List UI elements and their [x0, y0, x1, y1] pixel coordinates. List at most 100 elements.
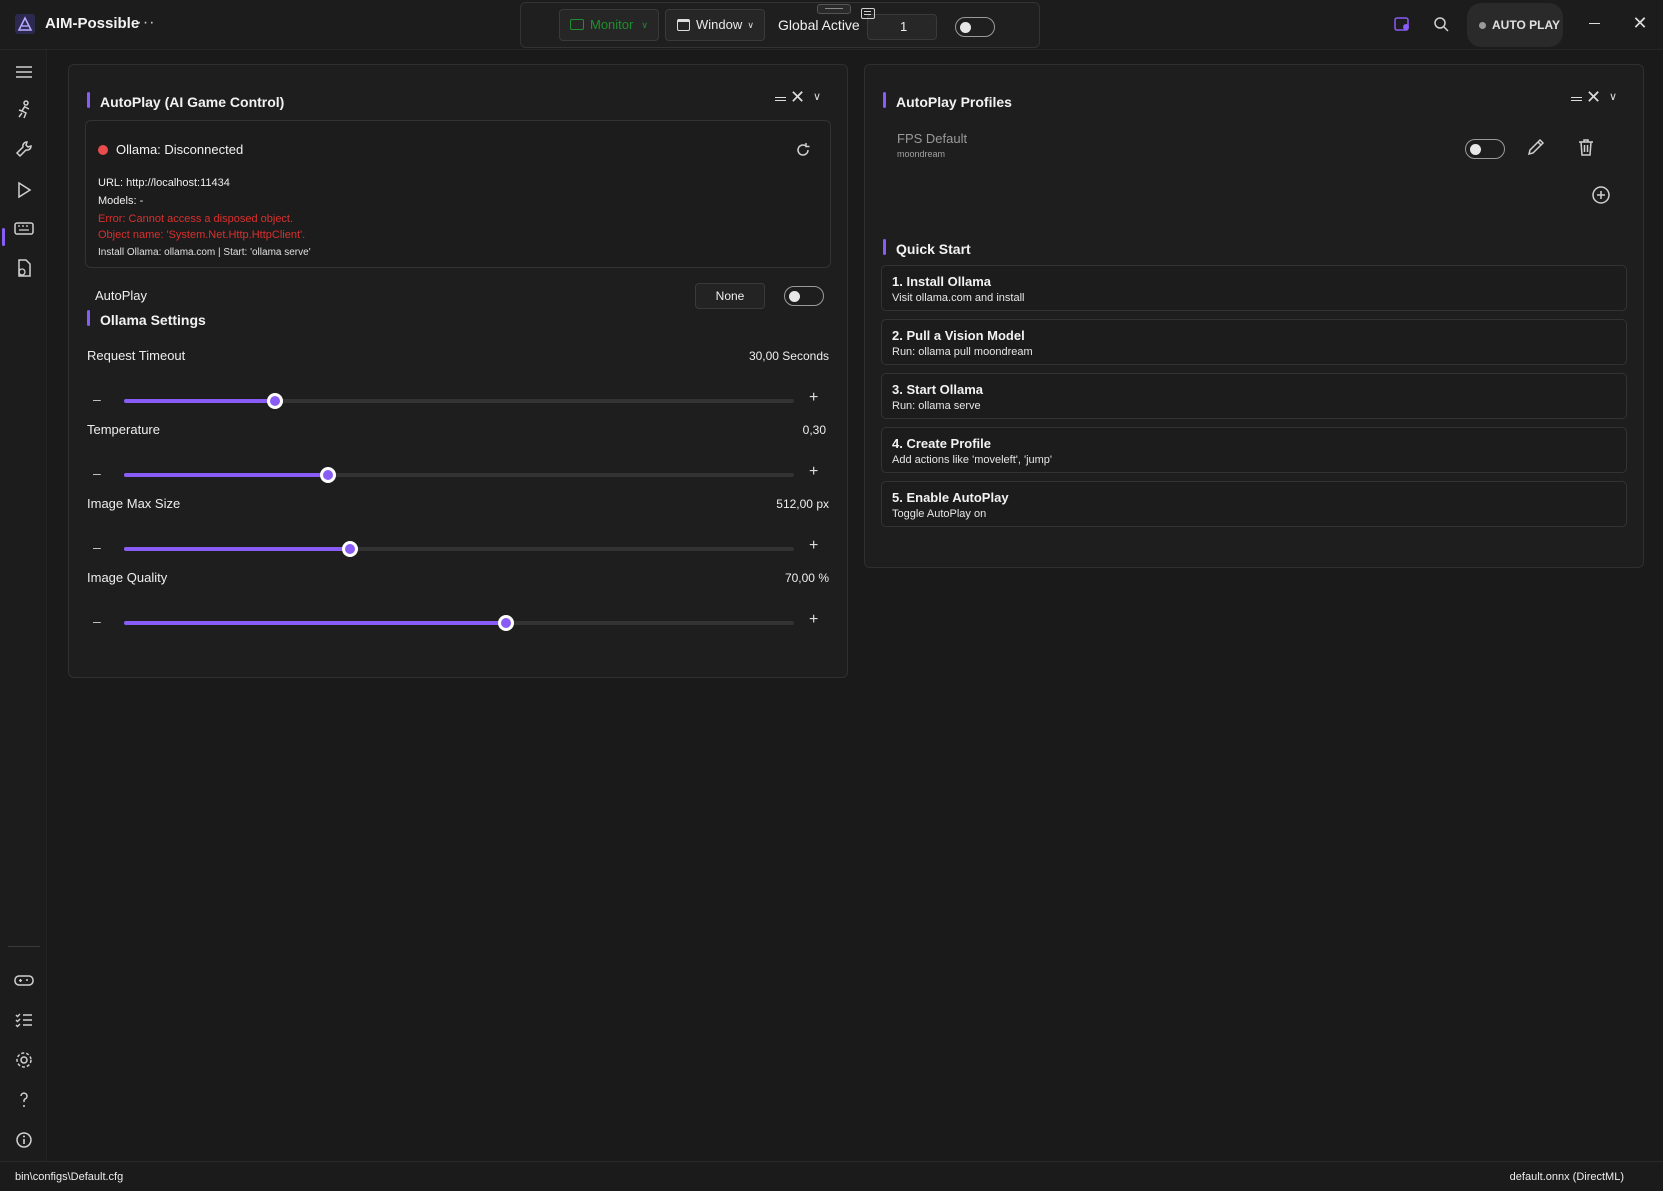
quick-start-step: 5. Enable AutoPlay Toggle AutoPlay on — [881, 481, 1627, 527]
temperature-slider[interactable] — [124, 467, 794, 483]
quick-start-step: 4. Create Profile Add actions like 'move… — [881, 427, 1627, 473]
quick-start-step: 3. Start Ollama Run: ollama serve — [881, 373, 1627, 419]
document-sync-icon[interactable] — [12, 256, 36, 280]
autoplay-status-button[interactable]: AUTO PLAY — [1467, 3, 1563, 47]
slider-fill — [124, 547, 350, 551]
step-title: 1. Install Ollama — [892, 274, 991, 289]
quick-start-step: 2. Pull a Vision Model Run: ollama pull … — [881, 319, 1627, 365]
profile-enable-toggle[interactable] — [1465, 139, 1505, 159]
autoplay-panel-title: AutoPlay (AI Game Control) — [100, 94, 285, 110]
app-title: AIM-Possible — [45, 15, 140, 32]
slider-thumb[interactable] — [497, 615, 514, 631]
monitor-icon — [570, 19, 584, 30]
step-title: 4. Create Profile — [892, 436, 991, 451]
autoplay-label: AutoPlay — [95, 288, 148, 303]
checklist-icon[interactable] — [12, 1008, 36, 1032]
close-panel-icon[interactable]: ✕ — [790, 87, 806, 107]
menu-icon[interactable] — [12, 60, 36, 84]
search-icon[interactable] — [1430, 13, 1452, 35]
gear-icon[interactable] — [12, 1048, 36, 1072]
global-active-hotkey-field[interactable]: 1 — [867, 14, 937, 40]
install-hint: Install Ollama: ollama.com | Start: 'oll… — [98, 247, 311, 258]
sidebar-divider — [8, 946, 40, 947]
refresh-icon[interactable] — [794, 141, 812, 159]
collapse-chevron-icon[interactable]: ∨ — [1609, 91, 1618, 103]
request-timeout-slider[interactable] — [124, 393, 794, 409]
add-profile-icon[interactable] — [1590, 184, 1612, 206]
slider-label: Image Max Size — [87, 496, 181, 511]
window-label: Window — [696, 17, 743, 32]
running-figure-icon[interactable] — [12, 98, 36, 122]
ollama-models: Models: - — [98, 195, 144, 207]
title-bar: AIM-Possible ··· Monitor ∨ Window ∨ Glob… — [0, 0, 1663, 50]
slider-thumb[interactable] — [266, 393, 283, 409]
capture-toolbar: Monitor ∨ Window ∨ Global Active 1 — [520, 2, 1040, 48]
step-title: 5. Enable AutoPlay — [892, 490, 1009, 505]
autoplay-toggle[interactable] — [784, 286, 824, 306]
slider-label: Temperature — [87, 422, 160, 437]
drag-handle-icon[interactable] — [775, 97, 786, 101]
gamepad-icon[interactable] — [12, 968, 36, 992]
status-dot-icon — [1479, 22, 1486, 29]
play-icon[interactable] — [12, 178, 36, 202]
slider-thumb[interactable] — [341, 541, 358, 557]
step-desc: Add actions like 'moveleft', 'jump' — [892, 454, 1053, 466]
profile-switch-icon[interactable] — [1391, 13, 1413, 35]
profile-name[interactable]: FPS Default — [897, 131, 968, 146]
quick-start-step: 1. Install Ollama Visit ollama.com and i… — [881, 265, 1627, 311]
profiles-panel-title: AutoPlay Profiles — [896, 94, 1012, 110]
decrement-button[interactable]: – — [93, 613, 101, 629]
monitor-label: Monitor — [590, 17, 634, 32]
drag-handle-icon[interactable] — [817, 4, 851, 14]
keyboard-icon[interactable] — [12, 216, 36, 240]
minimize-button[interactable] — [1583, 11, 1607, 35]
config-path: bin\configs\Default.cfg — [15, 1171, 124, 1183]
increment-button[interactable]: + — [809, 611, 819, 628]
decrement-button[interactable]: – — [93, 465, 101, 481]
autoplay-profile-select[interactable]: None — [695, 283, 765, 309]
chevron-down-icon: ∨ — [747, 20, 754, 30]
panel-controls: ✕ ∨ — [775, 87, 831, 107]
model-info: default.onnx (DirectML) — [1509, 1171, 1624, 1183]
edit-profile-icon[interactable] — [1525, 136, 1547, 158]
autoplay-panel: AutoPlay (AI Game Control) ✕ ∨ Ollama: D… — [68, 64, 848, 678]
section-accent — [883, 92, 886, 108]
image-quality-slider[interactable] — [124, 615, 794, 631]
increment-button[interactable]: + — [809, 537, 819, 554]
global-active-toggle[interactable] — [955, 17, 995, 37]
step-title: 3. Start Ollama — [892, 382, 984, 397]
increment-button[interactable]: + — [809, 389, 819, 406]
info-icon[interactable] — [12, 1128, 36, 1152]
global-active-label: Global Active — [778, 17, 860, 33]
drag-handle-icon[interactable] — [1571, 97, 1582, 101]
panel-controls: ✕ ∨ — [1571, 87, 1627, 107]
ollama-status-card: Ollama: Disconnected URL: http://localho… — [85, 120, 831, 268]
close-panel-icon[interactable]: ✕ — [1586, 87, 1602, 107]
status-bar: bin\configs\Default.cfg default.onnx (Di… — [0, 1161, 1663, 1191]
step-desc: Run: ollama serve — [892, 400, 981, 412]
increment-button[interactable]: + — [809, 463, 819, 480]
autoplay-profiles-panel: AutoPlay Profiles ✕ ∨ FPS Default moondr… — [864, 64, 1644, 568]
decrement-button[interactable]: – — [93, 391, 101, 407]
wrench-icon[interactable] — [12, 138, 36, 162]
image-max-size-slider[interactable] — [124, 541, 794, 557]
slider-value: 0,30 — [802, 423, 826, 437]
more-options-button[interactable]: ··· — [136, 14, 156, 31]
slider-value: 70,00 % — [784, 571, 829, 585]
quick-start-title: Quick Start — [896, 241, 971, 257]
decrement-button[interactable]: – — [93, 539, 101, 555]
help-icon[interactable] — [12, 1088, 36, 1112]
slider-thumb[interactable] — [320, 467, 337, 483]
step-desc: Toggle AutoPlay on — [892, 508, 987, 520]
window-dropdown[interactable]: Window ∨ — [665, 9, 765, 41]
section-accent — [87, 310, 90, 326]
slider-label: Request Timeout — [87, 348, 186, 363]
ollama-settings-title: Ollama Settings — [100, 312, 206, 328]
close-window-button[interactable]: ✕ — [1632, 13, 1648, 33]
slider-fill — [124, 399, 275, 403]
monitor-dropdown[interactable]: Monitor ∨ — [559, 9, 659, 41]
collapse-chevron-icon[interactable]: ∨ — [813, 91, 822, 103]
delete-profile-icon[interactable] — [1575, 136, 1597, 158]
step-title: 2. Pull a Vision Model — [892, 328, 1025, 343]
step-desc: Visit ollama.com and install — [892, 292, 1025, 304]
